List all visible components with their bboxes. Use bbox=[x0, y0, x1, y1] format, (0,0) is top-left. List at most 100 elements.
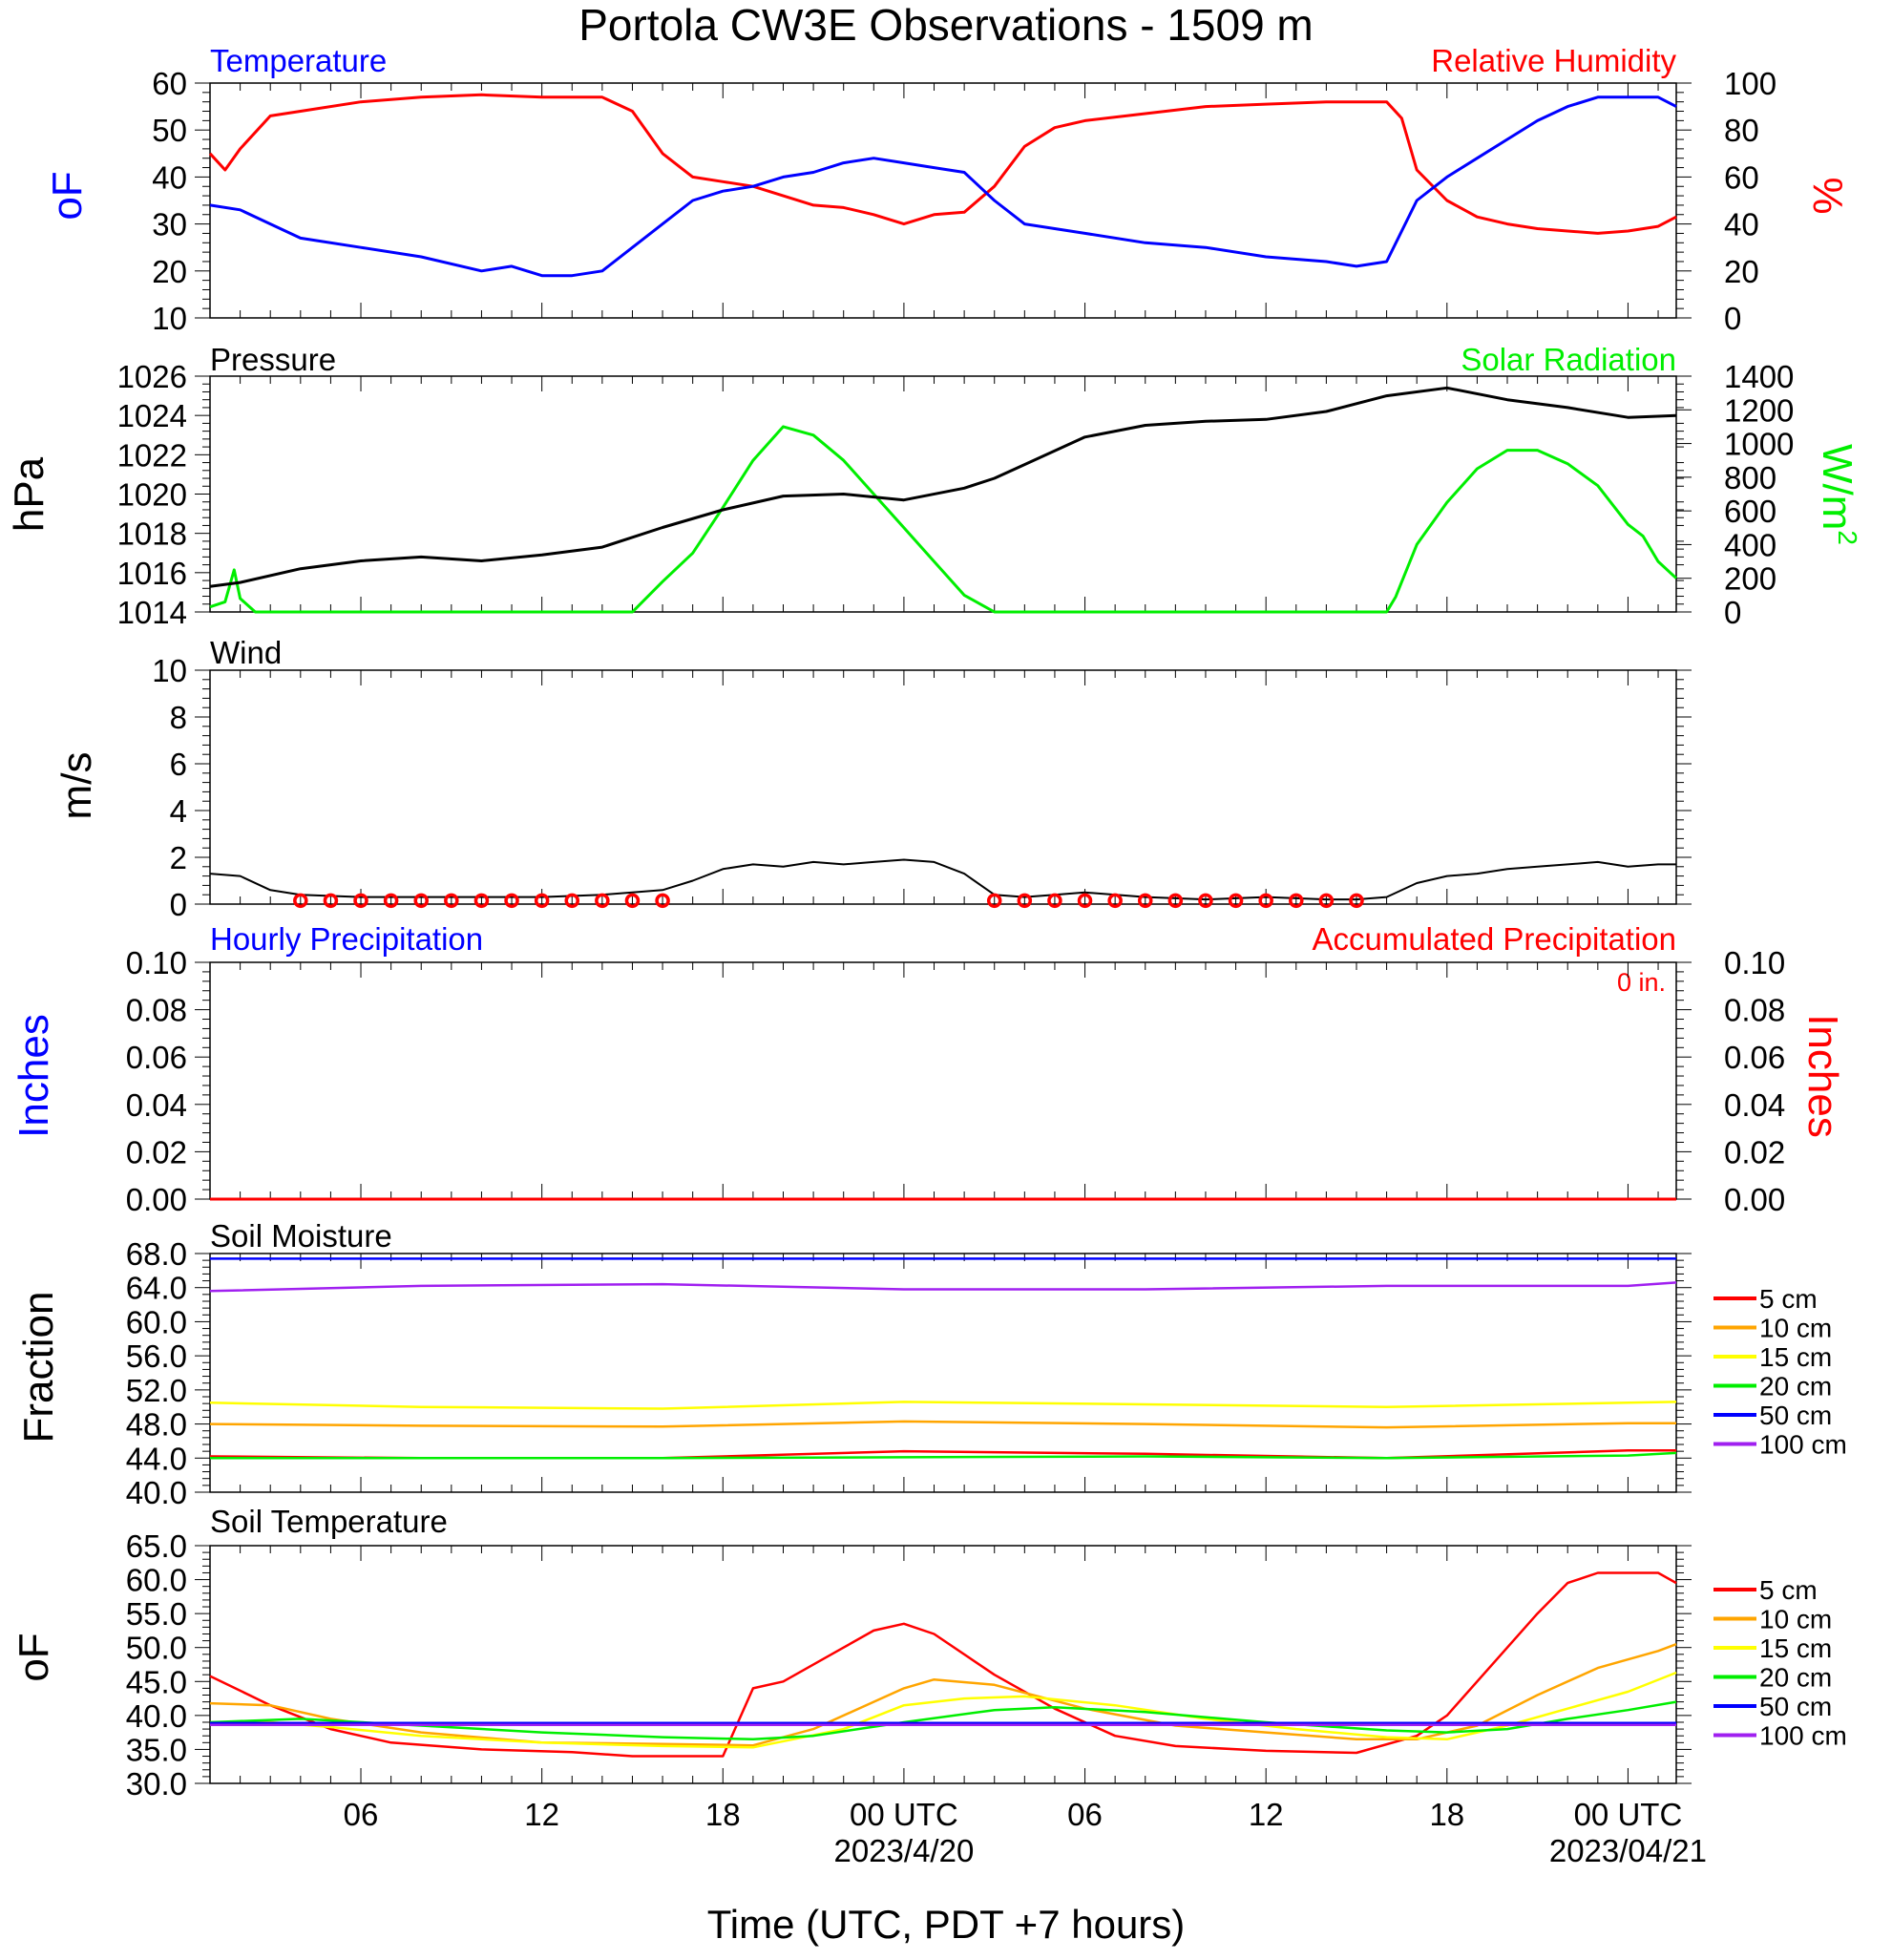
calm-wind-marker bbox=[1258, 893, 1273, 909]
y-tick-label: 0.10 bbox=[126, 945, 187, 980]
calm-wind-marker bbox=[1318, 893, 1335, 909]
solar-line bbox=[209, 425, 1678, 614]
y-right-tick-label: 800 bbox=[1724, 460, 1776, 495]
y-tick-label: 20 bbox=[152, 254, 187, 289]
y-tick-label: 44.0 bbox=[126, 1441, 187, 1476]
y-tick-label: 40.0 bbox=[126, 1698, 187, 1734]
calm-wind-marker bbox=[413, 893, 429, 909]
y-right-tick-label: 100 bbox=[1724, 66, 1776, 101]
y-tick-label: 0.06 bbox=[126, 1040, 187, 1075]
x-tick-label: 06 bbox=[344, 1797, 379, 1832]
y-right-tick-label: 60 bbox=[1724, 159, 1759, 195]
y-tick-label: 60.0 bbox=[126, 1304, 187, 1339]
y-right-tick-label: 0.08 bbox=[1724, 993, 1785, 1028]
panel-soil-moisture: Soil Moisture Fraction 40.044.048.052.05… bbox=[15, 1218, 1847, 1510]
y-tick-label: 4 bbox=[170, 793, 187, 829]
y-tick-label: 50 bbox=[152, 113, 187, 148]
page-title: Portola CW3E Observations - 1509 m bbox=[578, 0, 1314, 50]
x-tick-label: 12 bbox=[1249, 1797, 1284, 1832]
y-unit-pressure: hPa bbox=[6, 456, 53, 532]
y-tick-label: 0.02 bbox=[126, 1134, 187, 1170]
y-tick-label: 56.0 bbox=[126, 1338, 187, 1374]
pressure-line bbox=[209, 386, 1677, 588]
y-tick-label: 52.0 bbox=[126, 1373, 187, 1408]
y-unit-hourly-precip: Inches bbox=[11, 1014, 57, 1138]
svg-text:W/m2: W/m2 bbox=[1814, 444, 1862, 545]
calm-wind-marker bbox=[1107, 893, 1123, 909]
y-tick-label: 40.0 bbox=[126, 1475, 187, 1510]
y-right-tick-label: 40 bbox=[1724, 207, 1759, 242]
legend-label: 5 cm bbox=[1759, 1284, 1818, 1314]
x-tick-label: 06 bbox=[1067, 1797, 1103, 1832]
y-tick-label: 1018 bbox=[117, 516, 187, 552]
panel-title-soil-temp: Soil Temperature bbox=[210, 1504, 448, 1539]
legend-label: 20 cm bbox=[1759, 1663, 1832, 1693]
y-tick-label: 1026 bbox=[117, 359, 187, 394]
panel-soil-temp: Soil Temperature oF 30.035.040.045.050.0… bbox=[11, 1504, 1847, 1802]
panel-wind: Wind m/s 0 2 4 6 8 10 bbox=[53, 635, 1692, 922]
soil-line-20cm bbox=[209, 1700, 1677, 1741]
calm-wind-marker bbox=[595, 893, 610, 909]
soil-line-15cm bbox=[209, 1401, 1677, 1410]
panel-title-soil-moisture: Soil Moisture bbox=[210, 1218, 392, 1254]
y-tick-label: 64.0 bbox=[126, 1271, 187, 1306]
y-tick-label: 0.00 bbox=[126, 1182, 187, 1217]
calm-wind-marker bbox=[986, 893, 1002, 909]
panel-title-pressure: Pressure bbox=[210, 342, 336, 377]
calm-wind-marker bbox=[323, 893, 339, 909]
panel-precip: Hourly Precipitation Accumulated Precipi… bbox=[11, 921, 1846, 1217]
x-axis-title: Time (UTC, PDT +7 hours) bbox=[707, 1902, 1186, 1947]
calm-wind-marker bbox=[293, 893, 308, 909]
panel-title-solar: Solar Radiation bbox=[1461, 342, 1676, 377]
y-right-tick-label: 600 bbox=[1724, 494, 1776, 529]
y-unit-humidity: % bbox=[1804, 177, 1851, 214]
y-right-tick-label: 1200 bbox=[1724, 392, 1794, 428]
legend-label: 15 cm bbox=[1759, 1633, 1832, 1663]
y-right-tick-label: 400 bbox=[1724, 527, 1776, 562]
y-tick-label: 30 bbox=[152, 207, 187, 242]
y-tick-label: 40 bbox=[152, 159, 187, 195]
y-right-tick-label: 200 bbox=[1724, 561, 1776, 597]
soil-line-10cm bbox=[209, 1643, 1677, 1747]
calm-wind-marker bbox=[353, 893, 368, 909]
plot-frame bbox=[209, 1545, 1677, 1784]
x-tick-label: 18 bbox=[705, 1797, 741, 1832]
axes-soil-temp: 30.035.040.045.050.055.060.065.0 bbox=[126, 1528, 1692, 1802]
axes-wind: 0 2 4 6 8 10 bbox=[152, 653, 1692, 922]
legend-label: 100 cm bbox=[1759, 1430, 1847, 1460]
legend-label: 100 cm bbox=[1759, 1721, 1847, 1751]
calm-wind-marker bbox=[564, 893, 580, 909]
panel-title-temperature: Temperature bbox=[210, 43, 387, 78]
panel-title-wind: Wind bbox=[210, 635, 282, 670]
legend-label: 20 cm bbox=[1759, 1372, 1832, 1402]
axes-soil-moisture: 40.044.048.052.056.060.064.068.0 bbox=[126, 1236, 1692, 1510]
series-pressure-solar bbox=[209, 386, 1678, 614]
y-tick-label: 68.0 bbox=[126, 1236, 187, 1272]
y-tick-label: 1022 bbox=[117, 437, 187, 473]
y-tick-label: 60.0 bbox=[126, 1563, 187, 1598]
y-tick-label: 30.0 bbox=[126, 1766, 187, 1802]
x-tick-label: 00 UTC bbox=[850, 1797, 958, 1832]
y-tick-label: 2 bbox=[170, 840, 187, 875]
x-date-label: 2023/4/20 bbox=[834, 1833, 975, 1868]
x-date-label: 2023/04/21 bbox=[1549, 1833, 1707, 1868]
y-unit-wind: m/s bbox=[53, 752, 100, 820]
y-right-tick-label: 0.04 bbox=[1724, 1087, 1785, 1123]
series-soil-moisture bbox=[209, 1257, 1677, 1460]
x-tick-label: 12 bbox=[524, 1797, 559, 1832]
y-tick-label: 10 bbox=[152, 301, 187, 336]
y-tick-label: 0.04 bbox=[126, 1087, 187, 1123]
panel-title-humidity: Relative Humidity bbox=[1431, 43, 1676, 78]
soil-line-100cm bbox=[209, 1281, 1677, 1293]
calm-wind-marker bbox=[624, 893, 641, 909]
calm-wind-marker bbox=[1167, 893, 1184, 909]
y-tick-label: 35.0 bbox=[126, 1732, 187, 1767]
soil-line-10cm bbox=[209, 1420, 1676, 1429]
y-right-tick-label: 0 bbox=[1724, 301, 1741, 336]
y-right-tick-label: 1000 bbox=[1724, 427, 1794, 462]
panel-temp-rh: Temperature Relative Humidity oF % 10 20 3… bbox=[44, 43, 1851, 336]
